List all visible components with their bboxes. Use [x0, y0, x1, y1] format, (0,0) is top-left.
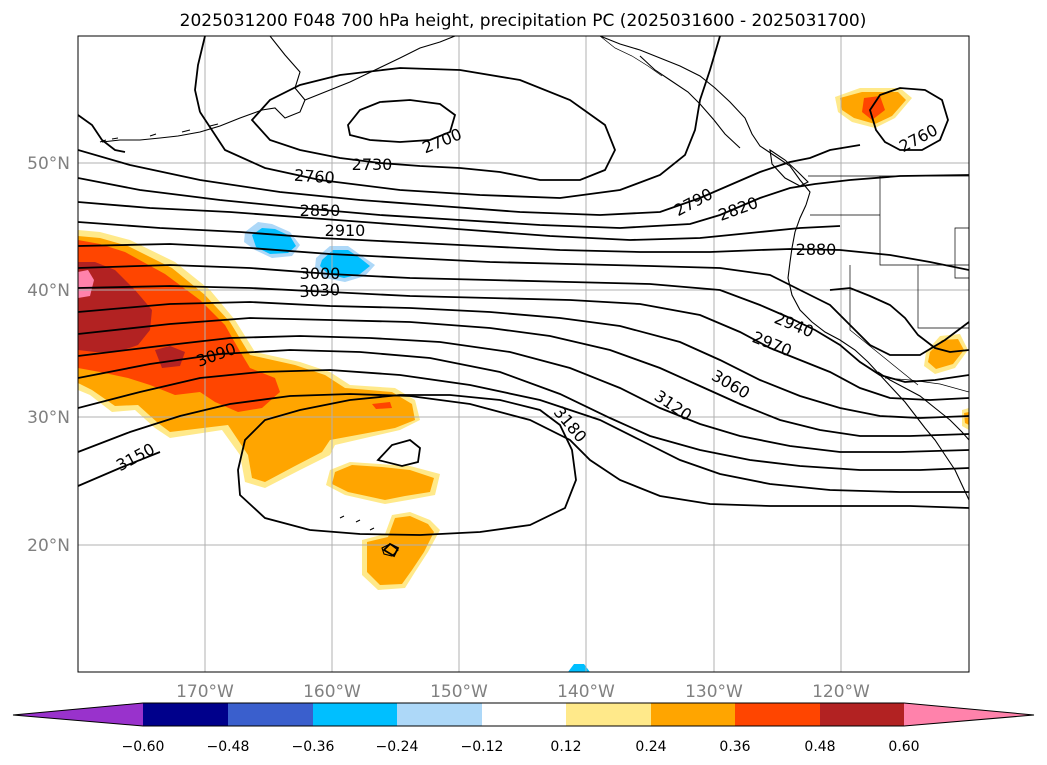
contour-3150-west [78, 451, 161, 487]
map-panel: 2700 2730 2760 2760 2790 2820 2850 2880 … [77, 35, 970, 673]
height-contours [78, 36, 969, 558]
lat-label-50n: 50°N [27, 154, 70, 174]
coastline-bc-islands [639, 55, 741, 149]
contour-canada-2760 [869, 87, 949, 151]
lon-label-150w: 150°W [430, 682, 488, 702]
colorbar-tick-label: −0.12 [461, 739, 504, 755]
colorbar-tick-label: 0.60 [888, 739, 919, 755]
contour-great-basin [829, 287, 969, 353]
colorbar-extend-right [904, 703, 1034, 726]
contour-3090 [78, 349, 969, 471]
colorbar-tick-label: 0.24 [635, 739, 666, 755]
lat-label-30n: 30°N [27, 408, 70, 428]
colorbar: −0.60 −0.48 −0.36 −0.24 −0.12 0.12 0.24 … [12, 702, 1035, 755]
contour-2910 [78, 243, 969, 356]
contour-labels: 2700 2730 2760 2760 2790 2820 2850 2880 … [113, 120, 941, 475]
precip-positive-central-orange [332, 465, 434, 500]
colorbar-segment [735, 703, 820, 726]
lat-label-20n: 20°N [27, 536, 70, 556]
precip-positive-central-red [372, 402, 392, 409]
lon-label-160w: 160°W [303, 682, 361, 702]
contour-label-2760-a: 2760 [293, 166, 335, 188]
contour-hawaii-ring [382, 542, 400, 558]
colorbar-outline [12, 702, 1035, 727]
precip-negative-south-blue [568, 664, 590, 672]
colorbar-tick-label: 0.12 [550, 739, 581, 755]
colorbar-segment [482, 703, 566, 726]
contour-2760 [194, 36, 721, 199]
contour-3030 [78, 317, 969, 437]
colorbar-segment [820, 703, 904, 726]
lat-label-40n: 40°N [27, 281, 70, 301]
colorbar-tick-label: 0.36 [719, 739, 750, 755]
longitude-axis: 170°W 160°W 150°W 140°W 130°W 120°W [176, 682, 870, 702]
contour-2730 [250, 67, 616, 181]
contour-label-3000: 3000 [300, 264, 341, 283]
contour-2850 [78, 201, 841, 241]
precipitation-shading [78, 88, 969, 672]
contour-2820 [78, 174, 969, 229]
contour-2760-west [78, 114, 126, 153]
colorbar-tick-label: 0.48 [804, 739, 835, 755]
colorbar-segment [313, 703, 397, 726]
contour-2790 [78, 144, 861, 216]
contour-3120 [78, 369, 969, 493]
contour-label-2850: 2850 [300, 201, 341, 220]
contour-2970 [78, 285, 969, 401]
precip-positive-canada-red [862, 96, 885, 120]
colorbar-segment [228, 703, 313, 726]
lon-label-130w: 130°W [685, 682, 743, 702]
colorbar-extend-left [13, 703, 143, 726]
coastline-alaska-panhandle [599, 36, 811, 206]
gridlines [78, 36, 969, 672]
precip-positive-west-darkred [78, 262, 152, 352]
colorbar-segment [566, 703, 651, 726]
colorbar-segment [651, 703, 735, 726]
precip-positive-hawaii-orange [367, 516, 434, 585]
colorbar-segment [397, 703, 482, 726]
contour-2700-inner [347, 99, 457, 143]
contour-3180-inner [376, 439, 421, 467]
colorbar-tick-label: −0.60 [122, 739, 165, 755]
lon-label-120w: 120°W [812, 682, 870, 702]
contour-3060 [78, 335, 969, 453]
border-alaska-canada [599, 36, 663, 77]
lon-label-140w: 140°W [557, 682, 615, 702]
contour-2940 [78, 264, 969, 383]
latitude-axis: 50°N 40°N 30°N 20°N [27, 154, 70, 556]
precip-positive-southwest-orange [928, 339, 964, 369]
coastline-alaska-gulf [304, 36, 456, 101]
lon-label-170w: 170°W [176, 682, 234, 702]
border-states [810, 176, 969, 386]
contour-label-2730: 2730 [352, 155, 393, 174]
coastlines [99, 36, 969, 557]
figure-title: 2025031200 F048 700 hPa height, precipit… [180, 11, 867, 31]
contour-3180 [237, 394, 577, 536]
contour-label-2910: 2910 [325, 221, 366, 240]
colorbar-tick-label: −0.36 [292, 739, 335, 755]
coastline-baja-gulf [877, 371, 969, 441]
coastline-us-west [787, 204, 969, 501]
precip-positive-west-pink [78, 270, 94, 298]
contour-3150 [78, 393, 969, 509]
coastline-hawaii-islands [339, 515, 375, 531]
contour-3000 [78, 301, 969, 419]
colorbar-tick-label: −0.24 [376, 739, 419, 755]
colorbar-tick-label: −0.48 [207, 739, 250, 755]
contour-label-2880: 2880 [796, 240, 837, 259]
colorbar-segment [143, 703, 228, 726]
contour-label-3030: 3030 [299, 280, 341, 301]
map-frame [77, 35, 970, 673]
contour-2880 [78, 221, 969, 271]
